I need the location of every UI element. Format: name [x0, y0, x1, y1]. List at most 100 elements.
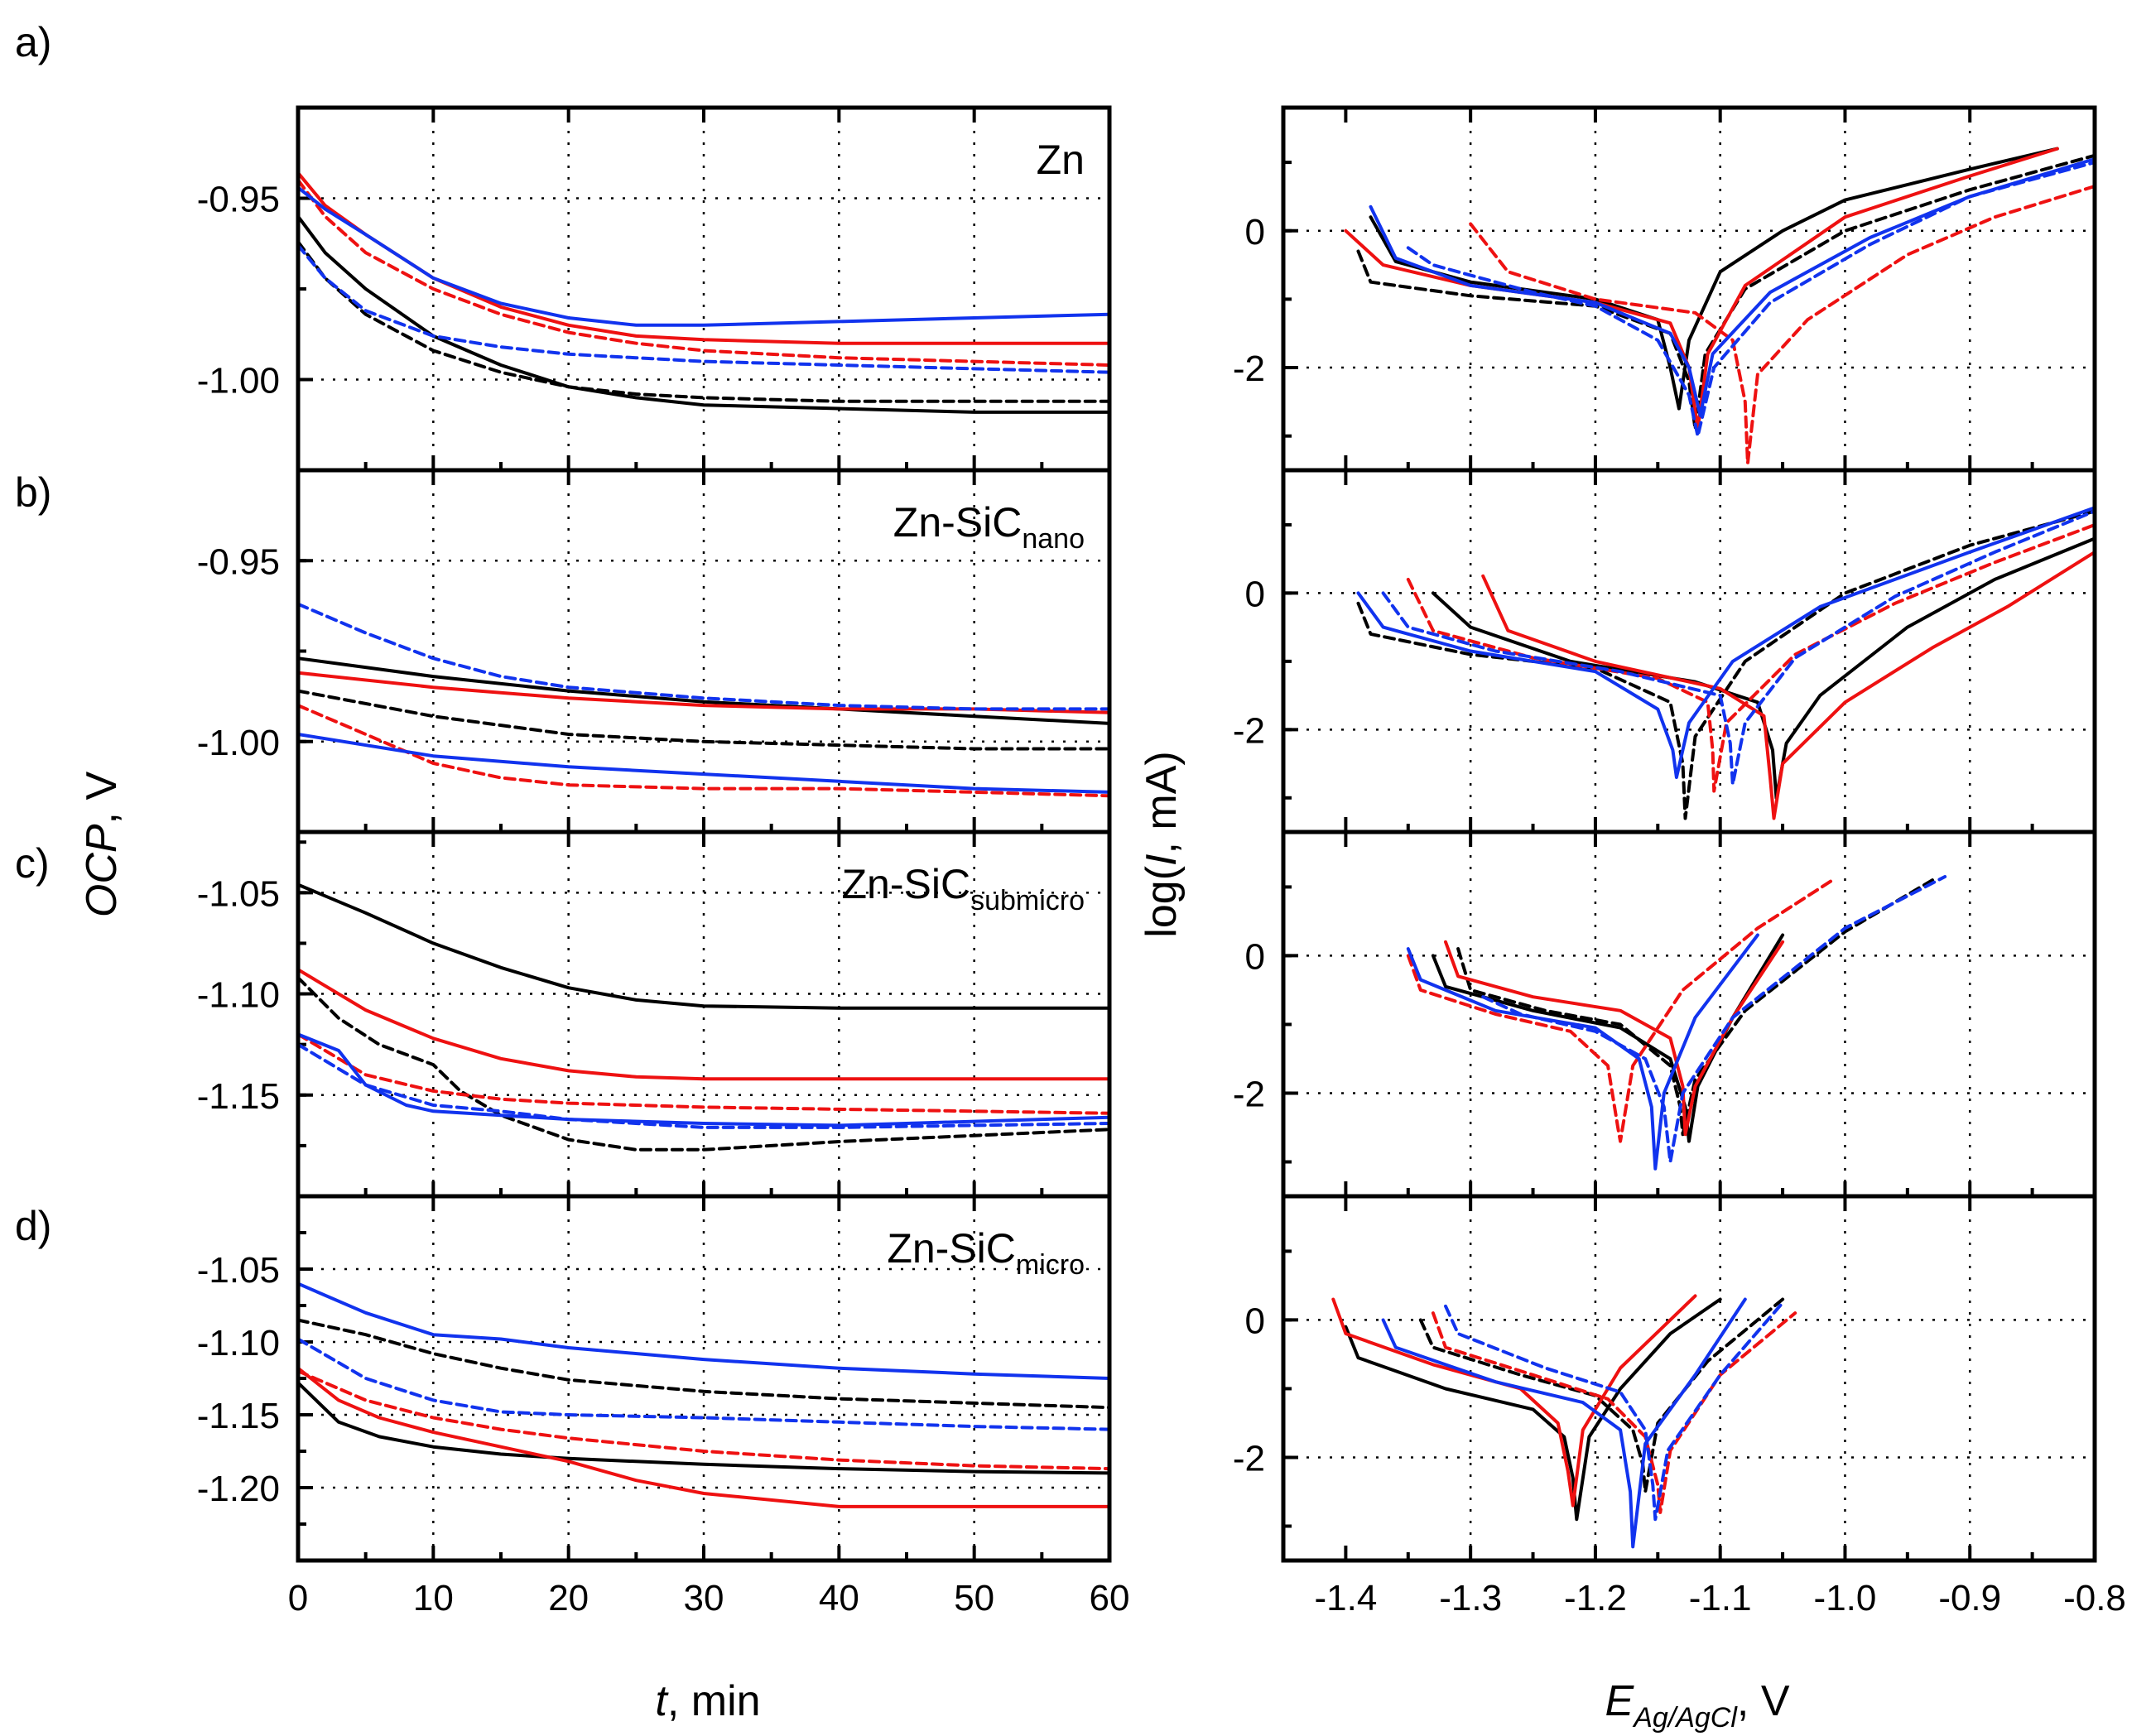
series-red-dashed — [296, 178, 1111, 367]
y-tick-label: -2 — [1233, 1074, 1265, 1114]
plot-frame — [1281, 468, 2097, 834]
right-x-tick-label: -1.2 — [1564, 1578, 1627, 1618]
panel-d-left: -1.05 -1.10 -1.15 -1.20 Zn-SiCmicro — [197, 1194, 1112, 1563]
series-black-dashed — [296, 976, 1111, 1152]
right-x-tick-label: -0.8 — [2063, 1578, 2126, 1618]
y-tick-label: -2 — [1233, 349, 1265, 389]
right-y-axis-label: log(I, mA) — [1138, 751, 1186, 937]
series-blue-dashed — [1444, 1301, 1785, 1522]
right-x-tick-label: -1.0 — [1814, 1578, 1877, 1618]
y-tick-label: -0.95 — [197, 541, 280, 582]
plot-area: -0.95-1.00Zn-0.95-1.00Zn-SiCnano-1.05-1.… — [197, 105, 2126, 1618]
series-blue-dashed — [1481, 875, 1947, 1164]
panel-a-right: 0 -2 — [1233, 105, 2097, 473]
left-x-tick-label: 10 — [413, 1578, 454, 1618]
series-red-dashed — [296, 1369, 1111, 1471]
panel-label-c: c) — [15, 840, 50, 887]
panel-title: Zn-SiCnano — [893, 499, 1085, 555]
y-tick-label: -1.15 — [197, 1396, 280, 1436]
panel-c-left: -1.05 -1.10 -1.15 Zn-SiCsubmicro — [197, 830, 1112, 1199]
y-tick-label: -1.05 — [197, 1250, 280, 1291]
series-black-dashed — [296, 240, 1111, 403]
series-blue-dashed — [296, 1042, 1111, 1129]
plot-frame — [296, 105, 1112, 473]
series-black-dashed — [296, 1318, 1111, 1410]
series-red-solid — [1344, 147, 2059, 431]
series-black-solid — [296, 882, 1111, 1010]
y-tick-label: -2 — [1233, 1438, 1265, 1479]
panel-title: Zn-SiCmicro — [887, 1225, 1085, 1281]
series-black-solid — [1344, 1297, 1722, 1522]
y-tick-label: 0 — [1245, 936, 1265, 977]
series-red-solid — [1481, 550, 2096, 820]
series-blue-solid — [1356, 506, 2096, 779]
y-tick-label: -1.10 — [197, 975, 280, 1016]
y-tick-label: -1.05 — [197, 873, 280, 914]
plot-frame — [1281, 1194, 2097, 1563]
y-tick-label: -2 — [1233, 710, 1265, 751]
series-blue-solid — [1406, 933, 1759, 1171]
series-blue-solid — [1369, 157, 2096, 417]
y-tick-label: -0.95 — [197, 180, 280, 220]
left-x-tick-label: 60 — [1090, 1578, 1130, 1618]
right-x-tick-label: -0.9 — [1938, 1578, 2001, 1618]
left-x-tick-label: 0 — [288, 1578, 308, 1618]
panel-b-left: -0.95 -1.00 Zn-SiCnano — [197, 468, 1112, 834]
series-red-solid — [296, 968, 1111, 1081]
series-red-dashed — [296, 1032, 1111, 1115]
plot-frame — [296, 1194, 1112, 1563]
series-blue-solid — [296, 1032, 1111, 1128]
series-black-solid — [1369, 147, 2059, 411]
left-x-tick-label: 50 — [954, 1578, 994, 1618]
y-tick-label: 0 — [1245, 212, 1265, 252]
series-blue-solid — [296, 733, 1111, 794]
series-blue-solid — [296, 1282, 1111, 1380]
plot-frame — [1281, 105, 2097, 473]
series-black-dashed — [1356, 153, 2096, 431]
panel-label-a: a) — [15, 19, 51, 65]
panel-d-right: 0 -2 — [1233, 1194, 2097, 1563]
series-blue-solid — [1381, 1297, 1747, 1549]
panel-label-b: b) — [15, 469, 51, 516]
series-blue-dashed — [1381, 509, 2096, 786]
series-blue-dashed — [1406, 161, 2096, 438]
series-blue-dashed — [296, 243, 1111, 374]
series-red-dashed — [1406, 878, 1835, 1143]
panel-a-left: -0.95 -1.00 Zn — [197, 105, 1112, 473]
left-x-tick-label: 30 — [684, 1578, 724, 1618]
series-blue-dashed — [296, 1337, 1111, 1431]
left-x-tick-label: 40 — [819, 1578, 859, 1618]
series-blue-dashed — [296, 602, 1111, 711]
right-x-tick-label: -1.4 — [1314, 1578, 1377, 1618]
series-red-solid — [1331, 1294, 1697, 1508]
right-x-tick-label: -1.1 — [1689, 1578, 1752, 1618]
y-tick-label: -1.20 — [197, 1469, 280, 1509]
series-black-solid — [296, 214, 1111, 414]
panel-title: Zn-SiCsubmicro — [841, 861, 1085, 916]
panel-b-right: 0 -2 — [1233, 468, 2097, 834]
series-black-solid — [296, 656, 1111, 725]
panel-c-right: 0 -2 — [1233, 830, 2097, 1199]
left-x-axis-label: t, min — [655, 1677, 760, 1725]
y-tick-label: -1.10 — [197, 1323, 280, 1363]
series-red-dashed — [1406, 523, 2096, 793]
series-black-solid — [296, 1381, 1111, 1475]
y-tick-label: -1.00 — [197, 723, 280, 763]
right-x-axis-label: EAg/AgCl, V — [1605, 1677, 1790, 1734]
y-tick-label: 0 — [1245, 574, 1265, 614]
series-red-dashed — [1469, 185, 2096, 465]
series-black-solid — [1431, 536, 2096, 800]
y-tick-label: -1.15 — [197, 1076, 280, 1117]
series-black-dashed — [1356, 509, 2096, 820]
panel-label-d: d) — [15, 1203, 51, 1249]
left-y-axis-label: OCP, V — [78, 772, 126, 918]
series-red-dashed — [1431, 1311, 1797, 1514]
right-x-tick-label: -1.3 — [1439, 1578, 1502, 1618]
left-x-tick-label: 20 — [548, 1578, 589, 1618]
series-blue-solid — [296, 185, 1111, 327]
panel-title: Zn — [1037, 137, 1085, 183]
series-black-dashed — [296, 689, 1111, 751]
y-tick-label: -1.00 — [197, 361, 280, 402]
series-red-solid — [296, 1366, 1111, 1508]
